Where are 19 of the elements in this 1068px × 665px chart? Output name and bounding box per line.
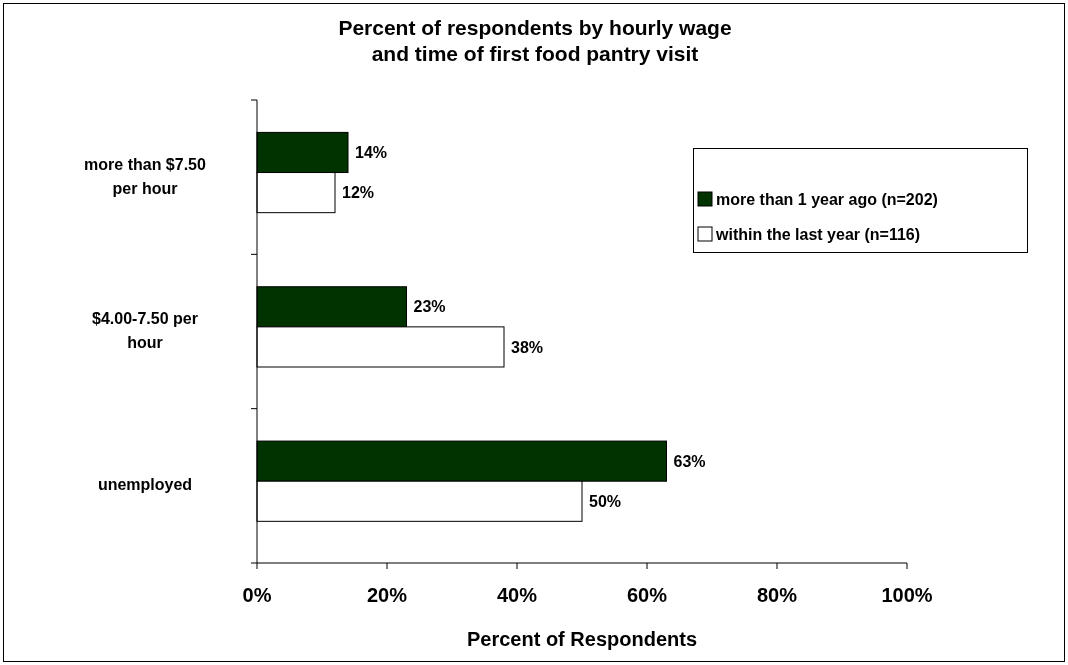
data-label: 23%: [413, 298, 446, 316]
x-tick-label: 100%: [881, 584, 933, 606]
data-label: 14%: [355, 144, 388, 162]
x-tick-label: 60%: [626, 584, 668, 606]
x-axis-title: Percent of Respondents: [466, 628, 698, 650]
chart-title: Percent of respondents by hourly wage and time of first food pantry visit: [338, 16, 732, 65]
x-tick-label: 40%: [496, 584, 538, 606]
x-tick-label: 80%: [756, 584, 798, 606]
data-label: 50%: [589, 492, 622, 510]
legend-label: within the last year (n=116): [715, 225, 921, 243]
legend-label: more than 1 year ago (n=202): [716, 190, 938, 208]
y-tick-label: more than $7.50 per hour: [84, 155, 207, 197]
x-tick-label: 0%: [242, 584, 272, 606]
data-label: 38%: [511, 338, 544, 356]
data-label: 63%: [673, 452, 706, 470]
y-tick-label: $4.00-7.50 per hour: [92, 310, 198, 352]
x-tick-label: 20%: [366, 584, 408, 606]
y-tick-label: unemployed: [97, 476, 193, 494]
data-label: 12%: [342, 184, 375, 202]
